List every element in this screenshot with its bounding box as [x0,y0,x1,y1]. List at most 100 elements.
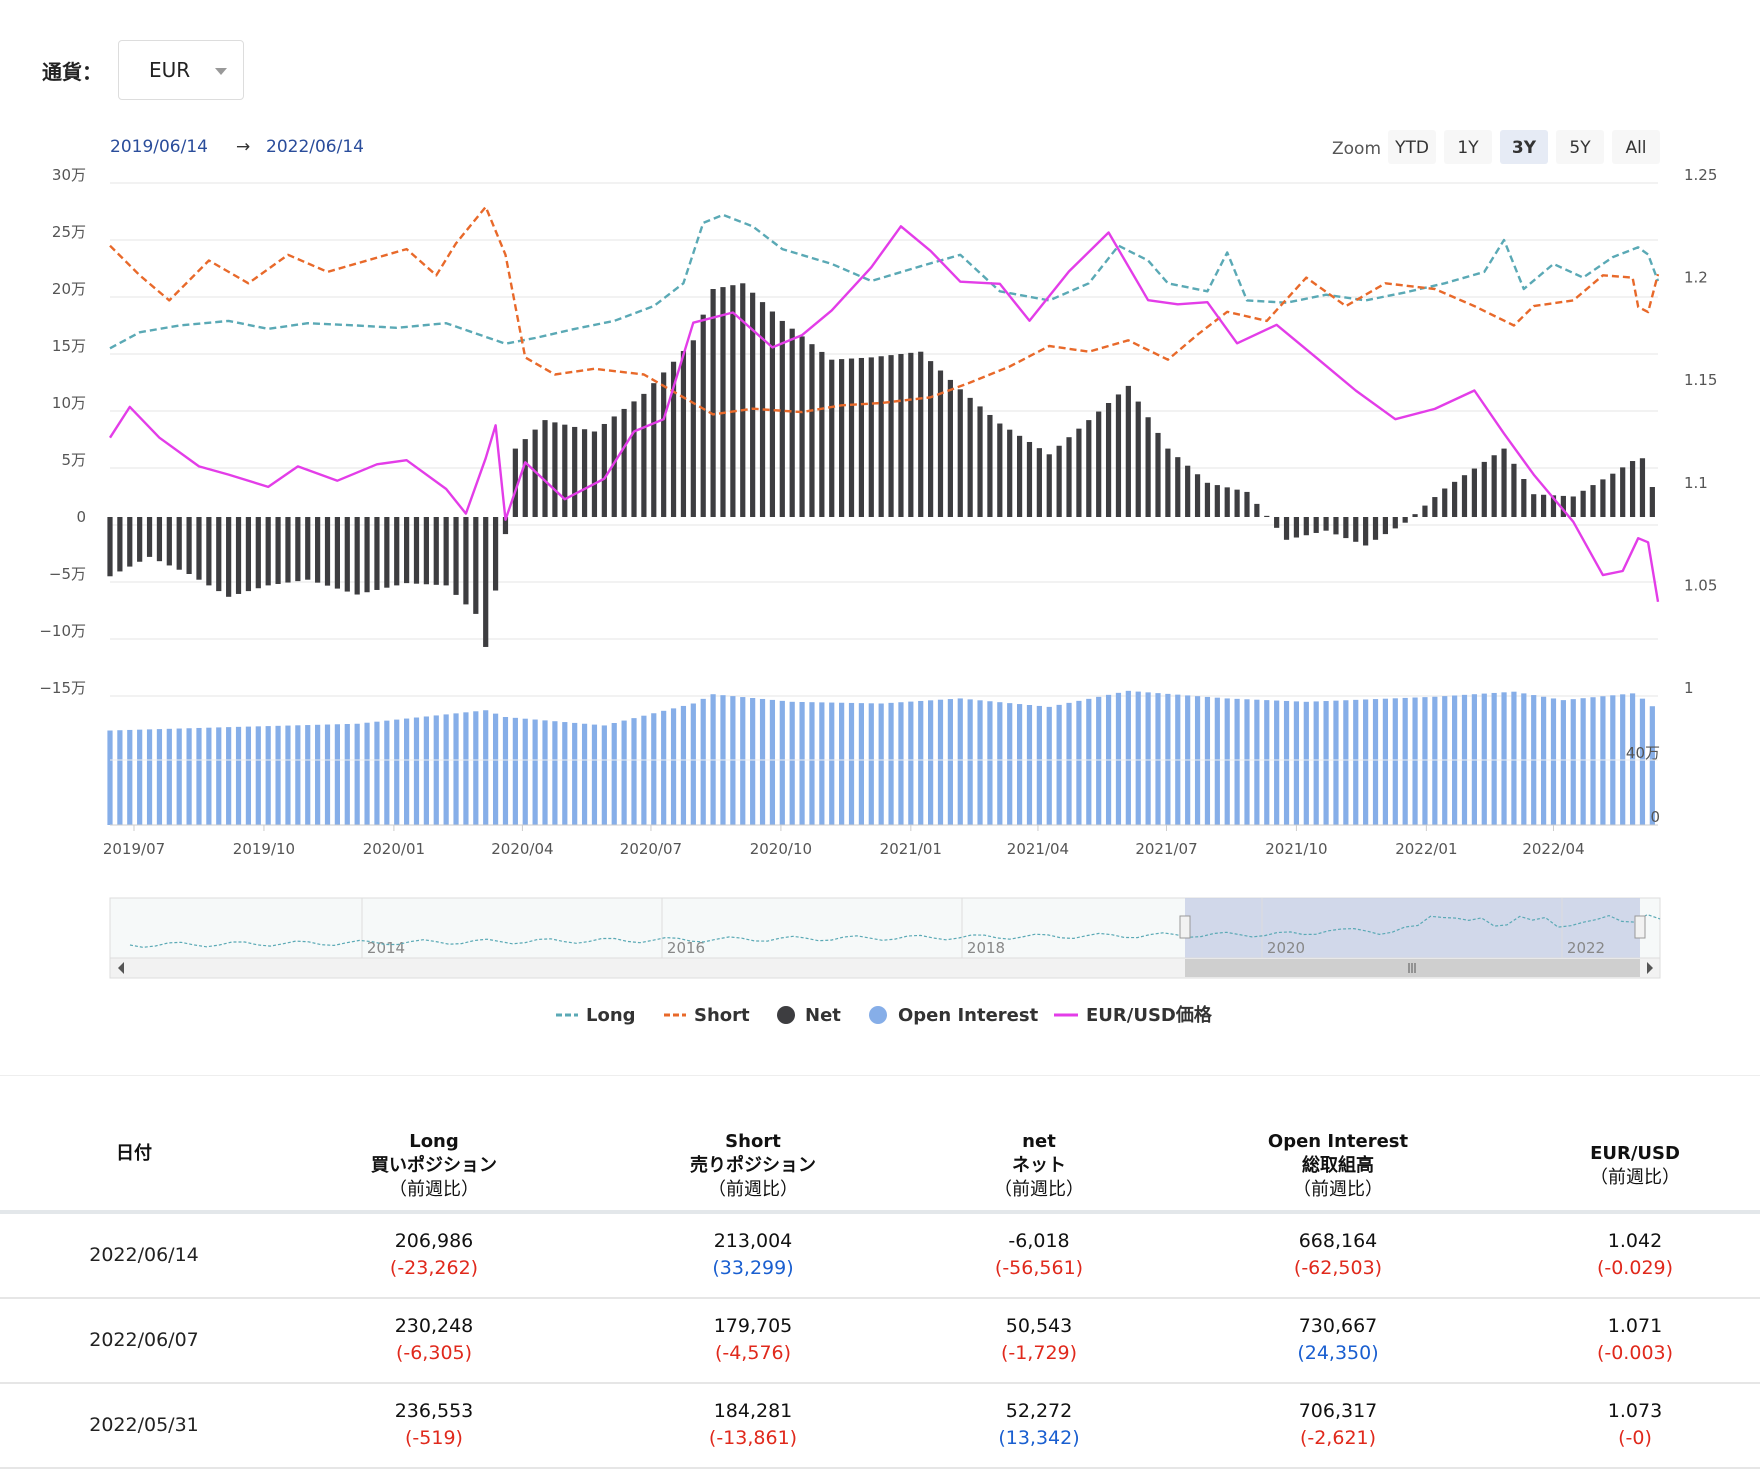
navigator-year-label: 2014 [367,939,405,957]
price-series-line [108,225,1660,602]
legend-item[interactable]: Net [805,1005,841,1026]
net-bar [641,393,647,517]
net-bar [1224,487,1230,517]
net-bar [176,517,182,570]
open-interest-bar [848,702,855,825]
cell-net-change: (-1,729) [1000,1342,1078,1364]
cell-oi: 730,667 (24,350) [1238,1313,1438,1367]
currency-select[interactable]: EUR [118,40,244,100]
legend-item[interactable]: Open Interest [898,1005,1039,1026]
net-bar [661,372,667,517]
open-interest-bar [1412,697,1418,825]
legend-swatch-open-interest [869,1006,887,1024]
open-interest-bar [542,720,548,825]
open-interest-bar [1165,693,1171,825]
cell-long-value: 236,553 [394,1400,474,1422]
navigator-selection[interactable] [1185,898,1640,958]
net-bar [1461,475,1468,517]
cell-date: 2022/05/31 [89,1414,199,1436]
y-left-tick-label: −5万 [49,565,86,583]
cell-long-value: 230,248 [394,1315,474,1337]
open-interest-bar [502,717,509,825]
open-interest-bar [1293,701,1300,825]
open-interest-bar [1432,696,1438,825]
zoom-button-label[interactable]: YTD [1394,138,1429,158]
net-bar [512,448,518,517]
open-interest-bar [206,727,212,825]
open-interest-bar [1382,698,1389,825]
legend-item[interactable]: Long [586,1005,636,1026]
open-interest-bar [572,722,578,825]
zoom-button-label[interactable]: 5Y [1569,138,1591,158]
open-interest-bar [433,715,439,825]
cell-short: 184,281 (-13,861) [653,1398,853,1452]
y-left-tick-label: 0 [76,508,86,526]
x-tick-label: 2020/04 [491,840,553,858]
net-bar [1135,401,1141,517]
y-right-tick-label: 1.15 [1684,371,1717,389]
open-interest-bar [680,705,687,825]
net-bar [364,517,370,593]
x-tick-label: 2022/04 [1522,840,1584,858]
net-bar [898,353,904,517]
scroll-right-arrow-icon[interactable] [1647,962,1653,974]
net-bar [324,517,331,586]
cell-oi-change: (24,350) [1297,1342,1379,1364]
scroll-left-arrow-icon[interactable] [118,962,124,974]
zoom-button-label[interactable]: All [1625,138,1646,158]
net-bar [750,292,756,517]
zoom-button-5y[interactable] [1556,130,1604,164]
net-bar [483,517,489,647]
open-interest-bar [1639,698,1646,825]
zoom-button-label[interactable]: 1Y [1457,138,1479,158]
zoom-button-label[interactable]: 3Y [1512,138,1537,158]
open-interest-bar [1402,697,1408,825]
open-interest-bar [196,727,202,825]
open-interest-bar [1135,691,1141,825]
open-interest-bar [1580,698,1586,825]
x-tick-label: 2021/01 [880,840,942,858]
open-interest-bar [730,696,736,825]
net-bar [1560,495,1566,517]
net-bar [1629,461,1636,517]
navigator-handle-left[interactable] [1179,915,1191,939]
cell-price: 1.071 (-0.003) [1535,1313,1735,1367]
zoom-button-all[interactable] [1612,130,1660,164]
net-bar [137,517,143,562]
cell-net: 52,272 (13,342) [939,1398,1139,1452]
net-bar [1481,461,1487,517]
open-interest-bar [522,718,528,825]
open-interest-bar [779,700,785,825]
zoom-button-ytd[interactable] [1388,130,1436,164]
net-bar [127,517,133,567]
open-interest-bar [1204,696,1211,825]
cell-short-value: 184,281 [713,1400,793,1422]
cell-oi: 668,164 (-62,503) [1238,1228,1438,1282]
legend-item[interactable]: Short [694,1005,750,1026]
zoom-button-1y[interactable] [1444,130,1492,164]
net-bar [423,517,429,585]
zoom-button-3y[interactable] [1500,130,1548,164]
range-from[interactable]: 2019/06/14 [110,137,208,157]
open-interest-bar [878,703,884,825]
open-interest-bar [898,702,904,825]
x-tick-label: 2021/04 [1007,840,1069,858]
open-interest-bar [562,722,568,825]
navigator-handle-right[interactable] [1634,915,1646,939]
navigator-year-label: 2022 [1567,939,1605,957]
legend-item[interactable]: EUR/USD価格 [1086,1004,1213,1026]
x-tick-label: 2020/01 [363,840,425,858]
open-interest-bar [928,700,934,825]
net-bar [1026,441,1033,517]
net-bar [1620,467,1626,517]
open-interest-bar [1560,700,1566,825]
net-bar [235,517,242,594]
open-interest-bar [631,718,637,825]
net-bar [562,424,568,517]
open-interest-bar [285,725,291,825]
header-long: Long 買いポジション （前週比） [371,1131,497,1200]
net-bar [918,351,924,517]
range-to[interactable]: 2022/06/14 [266,137,364,157]
net-bar [275,517,281,584]
net-bar [799,336,805,517]
